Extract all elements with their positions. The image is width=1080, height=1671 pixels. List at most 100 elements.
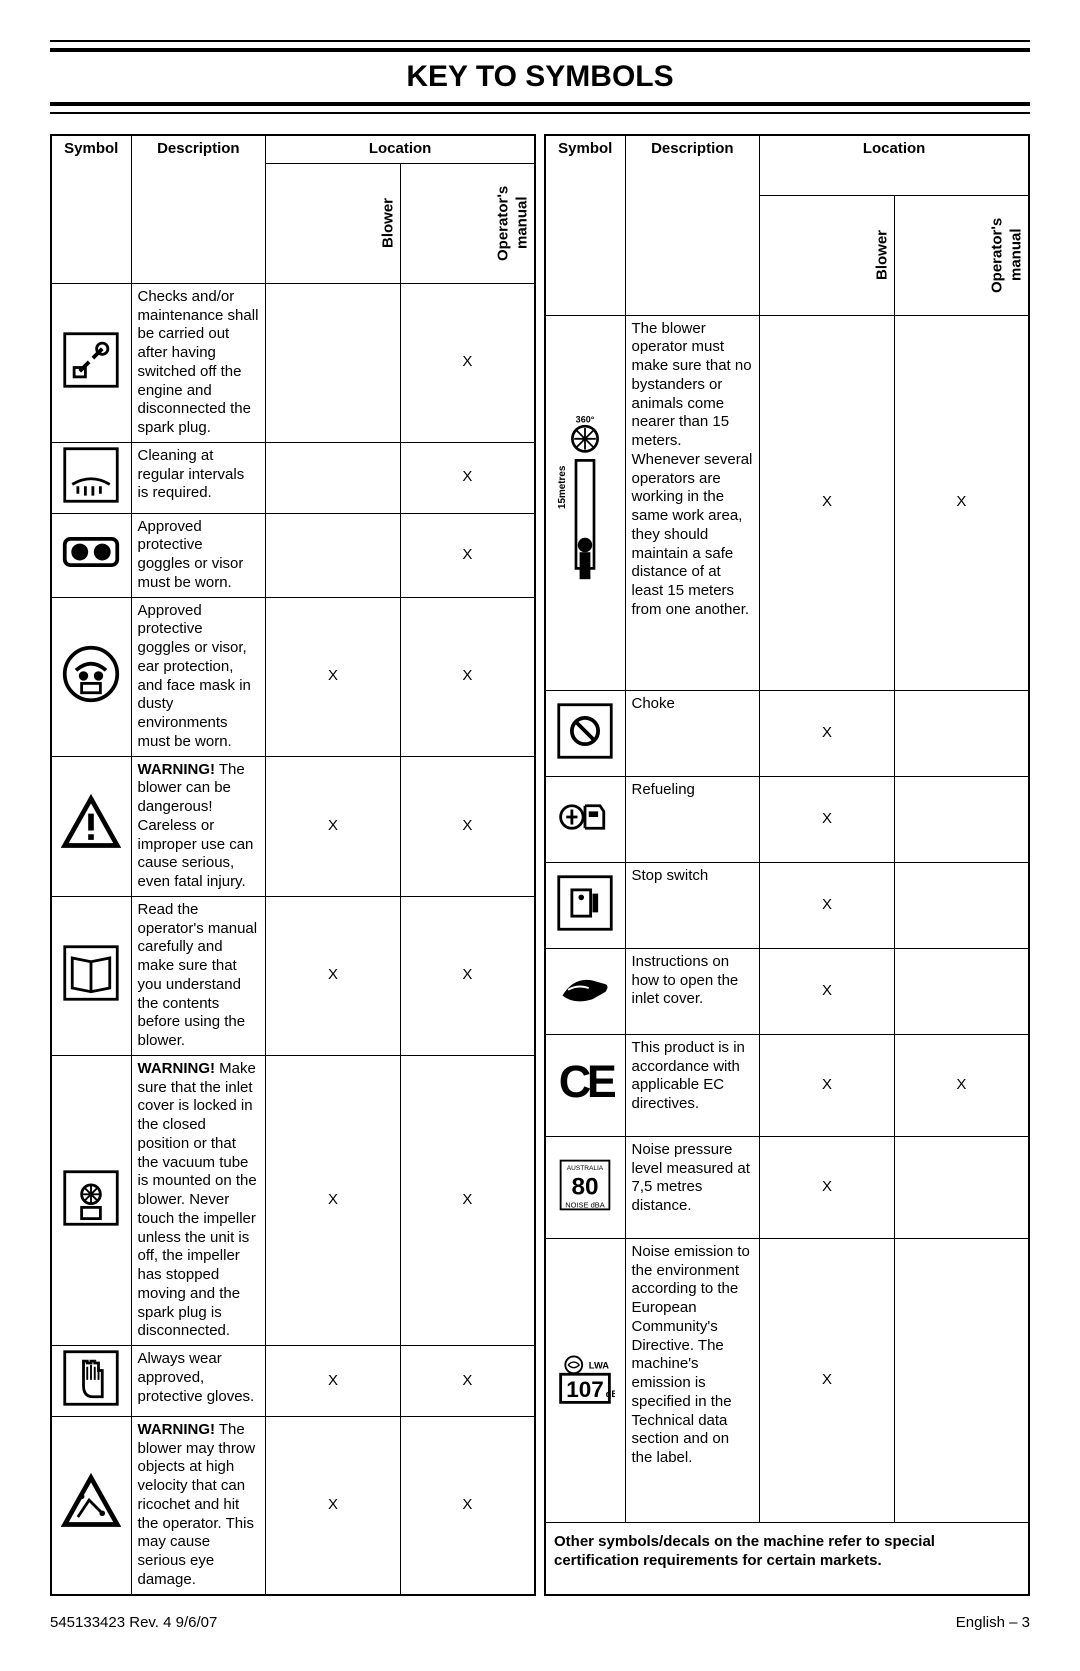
svg-text:80: 80 xyxy=(572,1173,599,1200)
table-row: Cleaning at regular intervals is require… xyxy=(51,442,535,513)
cleaning-icon xyxy=(51,442,131,513)
ppe-full-icon xyxy=(51,597,131,756)
manual-mark: X xyxy=(400,442,535,513)
open-inlet-icon xyxy=(545,948,625,1034)
blower-mark: X xyxy=(760,691,895,777)
svg-text:AUSTRALIA: AUSTRALIA xyxy=(567,1165,604,1172)
blower-mark: X xyxy=(760,776,895,862)
certification-note: Other symbols/decals on the machine refe… xyxy=(545,1523,1029,1595)
blower-mark: X xyxy=(760,1136,895,1238)
blower-mark: X xyxy=(266,896,401,1055)
noise-80-icon: AUSTRALIA80NOISE dBA xyxy=(545,1136,625,1238)
noise-107-icon: LWA107dB xyxy=(545,1238,625,1522)
hdr-symbol-r: Symbol xyxy=(545,135,625,315)
hdr-symbol: Symbol xyxy=(51,135,131,283)
hdr-location-r: Location xyxy=(760,135,1029,195)
inlet-lock-icon xyxy=(51,1055,131,1345)
manual-mark: X xyxy=(894,1034,1029,1136)
hdr-blower: Blower xyxy=(266,163,401,283)
rule-top-3 xyxy=(50,102,1030,106)
description-cell: Always wear approved, protective gloves. xyxy=(131,1346,266,1417)
table-row: Read the operator's manual carefully and… xyxy=(51,896,535,1055)
rule-top-1 xyxy=(50,40,1030,42)
table-row: WARNING! The blower may throw objects at… xyxy=(51,1416,535,1594)
description-cell: Approved protective goggles or visor, ea… xyxy=(131,597,266,756)
table-row: WARNING! Make sure that the inlet cover … xyxy=(51,1055,535,1345)
manual-mark: X xyxy=(400,896,535,1055)
blower-mark: X xyxy=(760,1238,895,1522)
hdr-blower-r: Blower xyxy=(760,195,895,315)
description-cell: Stop switch xyxy=(625,862,760,948)
blower-mark xyxy=(266,513,401,597)
footer-rev: 545133423 Rev. 4 9/6/07 xyxy=(50,1614,217,1631)
manual-mark: X xyxy=(400,513,535,597)
rule-top-4 xyxy=(50,112,1030,114)
manual-mark xyxy=(894,1238,1029,1522)
tables-container: Symbol Description Location Blower Opera… xyxy=(50,134,1030,1596)
maintenance-icon xyxy=(51,283,131,442)
blower-mark: X xyxy=(760,862,895,948)
description-cell: Read the operator's manual carefully and… xyxy=(131,896,266,1055)
gloves-icon xyxy=(51,1346,131,1417)
hdr-location: Location xyxy=(266,135,535,163)
ce-mark-icon: CE xyxy=(545,1034,625,1136)
hdr-manual: Operator's manual xyxy=(400,163,535,283)
blower-mark: X xyxy=(266,1346,401,1417)
table-row: WARNING! The blower can be dangerous! Ca… xyxy=(51,756,535,896)
description-cell: WARNING! The blower may throw objects at… xyxy=(131,1416,266,1594)
stop-switch-icon xyxy=(545,862,625,948)
manual-mark xyxy=(894,948,1029,1034)
table-row: Always wear approved, protective gloves.… xyxy=(51,1346,535,1417)
blower-mark xyxy=(266,283,401,442)
table-row: Instructions on how to open the inlet co… xyxy=(545,948,1029,1034)
bystander-icon: 360°15metres xyxy=(545,315,625,690)
table-row: Stop switchX xyxy=(545,862,1029,948)
table-row: Approved protective goggles or visor, ea… xyxy=(51,597,535,756)
manual-mark xyxy=(894,776,1029,862)
description-cell: Instructions on how to open the inlet co… xyxy=(625,948,760,1034)
table-row: 360°15metresThe blower operator must mak… xyxy=(545,315,1029,690)
table-row: AUSTRALIA80NOISE dBANoise pressure level… xyxy=(545,1136,1029,1238)
table-row: RefuelingX xyxy=(545,776,1029,862)
blower-mark: X xyxy=(760,315,895,690)
blower-mark: X xyxy=(266,1416,401,1594)
ricochet-icon xyxy=(51,1416,131,1594)
svg-text:360°: 360° xyxy=(576,415,595,425)
manual-mark xyxy=(894,691,1029,777)
description-cell: Noise pressure level measured at 7,5 met… xyxy=(625,1136,760,1238)
manual-mark: X xyxy=(400,597,535,756)
hdr-manual-r: Operator's manual xyxy=(894,195,1029,315)
description-cell: Noise emission to the environment accord… xyxy=(625,1238,760,1522)
svg-text:dB: dB xyxy=(606,1388,615,1398)
blower-mark: X xyxy=(760,948,895,1034)
symbol-table-right: Symbol Description Location Blower Opera… xyxy=(544,134,1030,1596)
blower-mark: X xyxy=(266,756,401,896)
blower-mark: X xyxy=(266,597,401,756)
table-row: Approved protective goggles or visor mus… xyxy=(51,513,535,597)
svg-text:E: E xyxy=(587,1056,615,1107)
footer-page: English – 3 xyxy=(956,1614,1030,1631)
symbol-table-left: Symbol Description Location Blower Opera… xyxy=(50,134,536,1596)
table-row: CEThis product is in accordance with app… xyxy=(545,1034,1029,1136)
manual-mark: X xyxy=(400,1346,535,1417)
page-title: KEY TO SYMBOLS xyxy=(50,60,1030,94)
description-cell: This product is in accordance with appli… xyxy=(625,1034,760,1136)
description-cell: Refueling xyxy=(625,776,760,862)
manual-mark xyxy=(894,1136,1029,1238)
goggles-icon xyxy=(51,513,131,597)
manual-mark: X xyxy=(894,315,1029,690)
page-footer: 545133423 Rev. 4 9/6/07 English – 3 xyxy=(50,1614,1030,1631)
description-cell: The blower operator must make sure that … xyxy=(625,315,760,690)
manual-mark: X xyxy=(400,283,535,442)
manual-mark: X xyxy=(400,1416,535,1594)
read-manual-icon xyxy=(51,896,131,1055)
blower-mark xyxy=(266,442,401,513)
warning-triangle-icon xyxy=(51,756,131,896)
description-cell: Cleaning at regular intervals is require… xyxy=(131,442,266,513)
blower-mark: X xyxy=(266,1055,401,1345)
blower-mark: X xyxy=(760,1034,895,1136)
description-cell: WARNING! The blower can be dangerous! Ca… xyxy=(131,756,266,896)
refuel-icon xyxy=(545,776,625,862)
table-row: ChokeX xyxy=(545,691,1029,777)
manual-mark xyxy=(894,862,1029,948)
